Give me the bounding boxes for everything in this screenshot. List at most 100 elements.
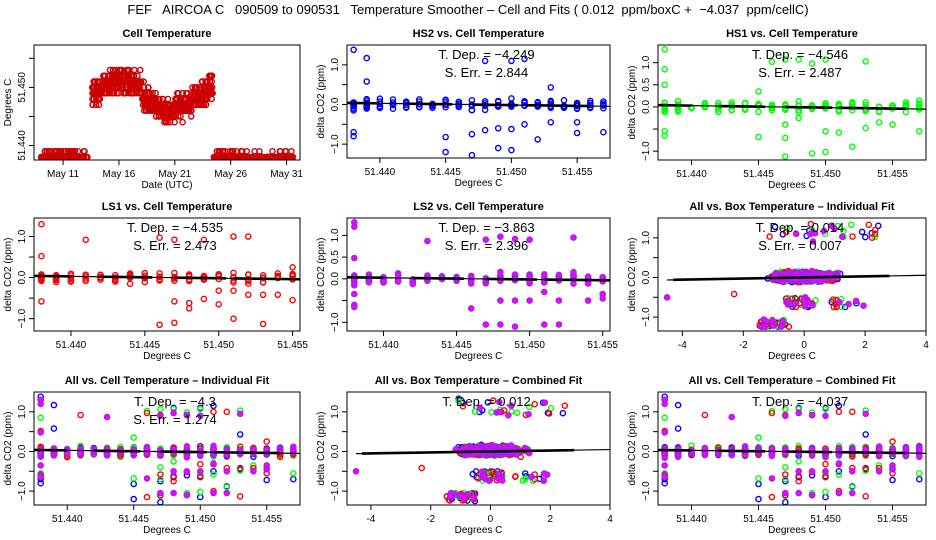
- data-point: [902, 108, 910, 116]
- data-point: [200, 236, 208, 244]
- data-point: [482, 236, 490, 243]
- data-point: [560, 97, 568, 104]
- data-point: [82, 277, 89, 285]
- data-point: [769, 316, 776, 324]
- y-tick-label: −1.0: [330, 312, 341, 332]
- data-point: [66, 147, 74, 155]
- x-axis-label: Degrees C: [455, 351, 503, 362]
- data-point: [805, 298, 813, 306]
- panel-title: All vs. Cell Temperature – Combined Fit: [688, 375, 895, 387]
- x-tick-label: 2: [862, 340, 868, 351]
- data-point: [394, 271, 402, 279]
- data-point: [755, 495, 762, 503]
- y-tick-label: 0.0: [330, 271, 341, 285]
- x-axis-label: Degrees C: [768, 351, 816, 362]
- x-tick-label: 51.455: [277, 340, 308, 351]
- data-point: [468, 130, 476, 138]
- data-point: [228, 147, 236, 155]
- data-point: [511, 323, 519, 331]
- data-point: [496, 398, 503, 406]
- data-point: [807, 230, 814, 238]
- data-point: [81, 147, 88, 155]
- data-point: [274, 291, 282, 299]
- fit-segment: [524, 103, 591, 108]
- x-tick-label: 0: [488, 514, 494, 525]
- data-point: [540, 477, 548, 485]
- data-point: [179, 89, 187, 97]
- data-point: [600, 128, 607, 136]
- data-point: [808, 60, 816, 67]
- data-point: [521, 55, 528, 63]
- data-point: [508, 95, 515, 102]
- data-point: [833, 303, 841, 311]
- data-point: [771, 223, 779, 231]
- data-point: [145, 89, 153, 97]
- data-point: [171, 113, 178, 120]
- x-tick-label: 51.455: [877, 169, 908, 180]
- data-point: [755, 108, 762, 116]
- data-point: [151, 101, 159, 109]
- data-point: [785, 323, 793, 331]
- data-point: [269, 147, 276, 155]
- data-point: [350, 254, 358, 262]
- data-point: [418, 464, 426, 472]
- fit-segment: [728, 276, 805, 281]
- y-tick-label: 0.0: [17, 270, 28, 284]
- data-point: [230, 287, 237, 295]
- fit-segment: [485, 277, 537, 281]
- points-layer: [658, 46, 926, 160]
- data-point: [862, 124, 870, 132]
- data-point: [50, 401, 58, 409]
- panel-title: LS2 vs. Cell Temperature: [413, 201, 544, 213]
- data-point: [402, 104, 410, 111]
- data-point: [600, 102, 607, 109]
- data-point: [170, 477, 177, 485]
- data-point: [157, 405, 164, 413]
- points-layer: [663, 220, 926, 331]
- data-point: [788, 295, 796, 303]
- figure-title: FEF AIRCOA C 090509 to 090531 Temperatur…: [127, 2, 809, 17]
- data-point: [164, 95, 172, 103]
- data-point: [230, 315, 237, 323]
- points-layer: [37, 66, 297, 160]
- data-point: [865, 221, 873, 229]
- data-point: [829, 296, 837, 304]
- data-point: [350, 290, 358, 298]
- data-point: [185, 299, 193, 307]
- tdep-annotation: T. Dep. = −4.535: [127, 220, 223, 235]
- x-tick-label: 51.455: [251, 514, 282, 525]
- fit-segment: [490, 448, 575, 453]
- data-point: [801, 302, 809, 310]
- data-point: [122, 84, 130, 91]
- data-point: [541, 399, 549, 407]
- data-point: [128, 78, 136, 85]
- panel-title: HS2 vs. Cell Temperature: [413, 28, 545, 40]
- data-point: [513, 409, 521, 417]
- data-point: [263, 438, 271, 445]
- data-point: [822, 493, 829, 501]
- panel-all-vs-cell-combined: All vs. Cell Temperature – Combined FitT…: [627, 375, 927, 536]
- fit-segment: [361, 451, 416, 455]
- data-point: [143, 475, 151, 482]
- data-point: [497, 233, 504, 240]
- data-point: [166, 118, 174, 126]
- points-layer: [34, 220, 300, 329]
- data-point: [143, 409, 151, 417]
- data-point: [784, 298, 792, 306]
- data-point: [37, 414, 45, 422]
- data-point: [197, 89, 205, 97]
- data-point: [763, 318, 770, 325]
- data-point: [570, 268, 577, 276]
- data-point: [768, 58, 776, 66]
- panel-title: HS1 vs. Cell Temperature: [726, 28, 858, 40]
- fit-segment: [406, 102, 453, 106]
- data-point: [424, 237, 431, 245]
- data-point: [144, 101, 152, 109]
- data-point: [471, 408, 479, 416]
- points-layer: [352, 395, 610, 505]
- data-point: [526, 272, 533, 280]
- data-point: [130, 495, 137, 503]
- data-point: [836, 298, 843, 306]
- data-point: [661, 132, 669, 139]
